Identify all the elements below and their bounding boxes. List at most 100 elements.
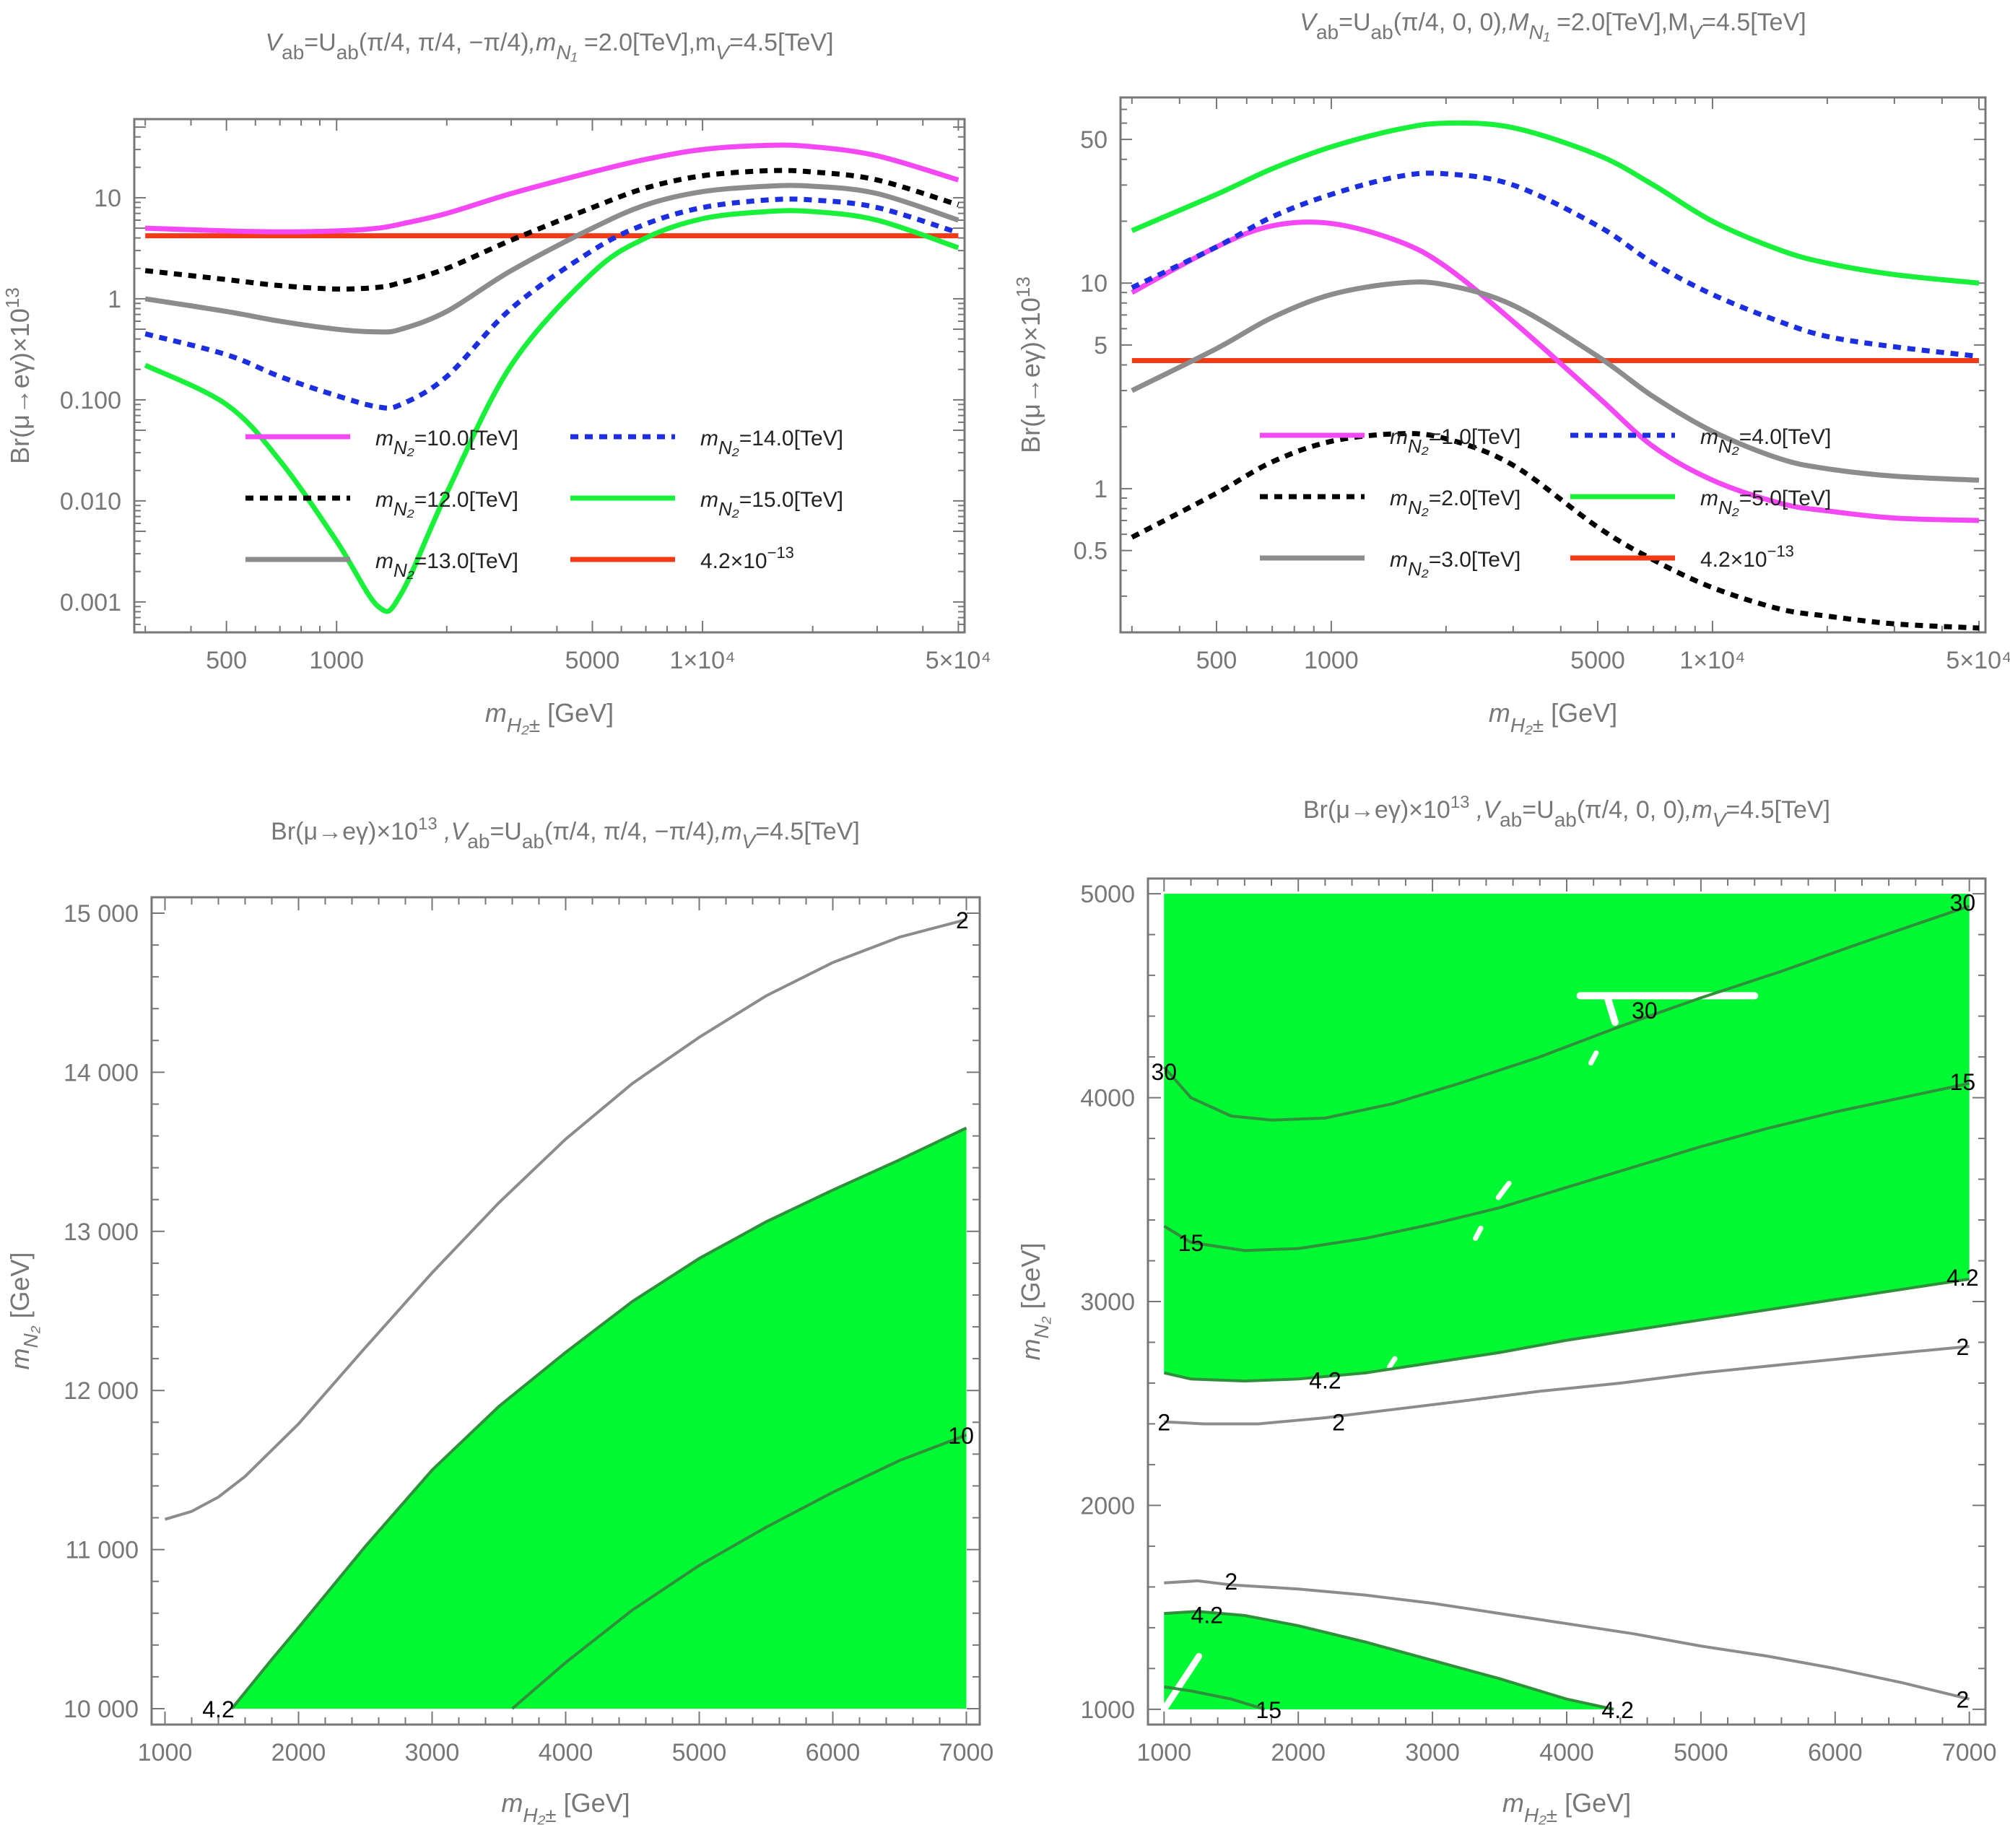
x-tick-label: 4000 bbox=[1539, 1739, 1594, 1766]
contour-line bbox=[1164, 1685, 1266, 1711]
x-tick-label: 1000 bbox=[138, 1739, 193, 1766]
contour-line bbox=[511, 1434, 967, 1710]
x-tick-label: 2000 bbox=[1271, 1739, 1326, 1766]
y-tick-label: 10 bbox=[94, 185, 121, 212]
contour-label: 4.2 bbox=[1191, 1602, 1223, 1628]
y-tick-label: 5000 bbox=[1080, 881, 1135, 908]
x-tick-label: 6000 bbox=[806, 1739, 861, 1766]
contour-line bbox=[164, 918, 967, 1521]
y-tick-label: 5 bbox=[1094, 332, 1108, 359]
chart-top-left: Vab=Uab(π/4, π/4, −π/4),mN₁ =2.0[TeV],mV… bbox=[1, 29, 991, 736]
series-line bbox=[144, 183, 960, 335]
legend-label: mN₂=12.0[TeV] bbox=[375, 488, 518, 520]
contour-label: 2 bbox=[1956, 1687, 1969, 1713]
contour-label: 2 bbox=[956, 907, 969, 933]
x-tick-label: 500 bbox=[206, 647, 247, 674]
chart-top-right: Vab=Uab(π/4, 0, 0),MN₁ =2.0[TeV],MV=4.5[… bbox=[1012, 9, 2010, 736]
plot-frame bbox=[133, 118, 966, 634]
x-tick-label: 7000 bbox=[1942, 1739, 1997, 1766]
x-tick-label: 5000 bbox=[672, 1739, 727, 1766]
contour-label: 30 bbox=[1152, 1059, 1178, 1085]
legend-label: mN₂=4.0[TeV] bbox=[1700, 425, 1831, 457]
legend-label: mN₂=10.0[TeV] bbox=[375, 427, 518, 458]
series-line bbox=[1131, 219, 1980, 523]
x-tick-label: 5000 bbox=[1570, 647, 1625, 674]
y-tick-label: 15 000 bbox=[64, 900, 139, 928]
legend-label: mN₂=13.0[TeV] bbox=[375, 549, 518, 581]
y-tick-label: 3000 bbox=[1080, 1289, 1135, 1316]
legend-label: mN₂=1.0[TeV] bbox=[1390, 425, 1520, 457]
x-tick-label: 7000 bbox=[939, 1739, 994, 1766]
contour-label: 2 bbox=[1956, 1334, 1969, 1360]
filled-region bbox=[232, 1128, 967, 1709]
contour-label: 15 bbox=[1178, 1230, 1204, 1256]
contour-label: 4.2 bbox=[1309, 1368, 1341, 1394]
series-line bbox=[145, 142, 960, 235]
x-tick-label: 5000 bbox=[565, 647, 620, 674]
y-axis-label: Br(μ→eγ)×1013 bbox=[1, 287, 35, 464]
legend: mN₂=1.0[TeV] mN₂=2.0[TeV] mN₂=3.0[TeV] mN₂=… bbox=[1260, 425, 1831, 580]
y-tick-label: 10 bbox=[1080, 270, 1108, 297]
legend-label: 4.2×10−13 bbox=[1700, 542, 1794, 572]
x-tick-label: 2000 bbox=[271, 1739, 326, 1766]
series-line bbox=[144, 167, 960, 292]
contour-line bbox=[230, 1126, 967, 1710]
x-axis-label: mH₂± [GeV] bbox=[1502, 1788, 1631, 1826]
contour-label: 30 bbox=[1632, 998, 1658, 1024]
contour-line bbox=[1164, 1579, 1970, 1701]
artifact-gap bbox=[1495, 1180, 1512, 1200]
contour-label: 4.2 bbox=[1946, 1265, 1978, 1291]
artifact-gap bbox=[1473, 1225, 1484, 1241]
artifact-gap bbox=[1387, 1356, 1398, 1369]
contour-line bbox=[1162, 905, 1970, 1122]
legend-label: mN₂=15.0[TeV] bbox=[700, 488, 843, 520]
series-line bbox=[1131, 279, 1980, 483]
y-axis-label: mN₂ [GeV] bbox=[1016, 1243, 1053, 1361]
x-tick-label: 5×10⁴ bbox=[926, 647, 991, 674]
artifact-gap bbox=[1603, 992, 1619, 1027]
series-line bbox=[144, 208, 960, 614]
chart-title: Vab=Uab(π/4, 0, 0),MN₁ =2.0[TeV],MV=4.5[… bbox=[1300, 9, 1806, 43]
chart-title: Br(μ→eγ)×1013 ,Vab=Uab(π/4, 0, 0),mV=4.5… bbox=[1303, 793, 1830, 831]
x-axis-label: mH₂± [GeV] bbox=[501, 1788, 630, 1826]
contour-label: 15 bbox=[1950, 1069, 1976, 1095]
y-tick-label: 1000 bbox=[1080, 1696, 1135, 1724]
contour-label: 4.2 bbox=[1601, 1697, 1633, 1723]
contour-line bbox=[1163, 1081, 1970, 1252]
x-tick-label: 3000 bbox=[405, 1739, 460, 1766]
x-tick-label: 5000 bbox=[1674, 1739, 1728, 1766]
y-axis-label: mN₂ [GeV] bbox=[5, 1252, 42, 1370]
filled-region-upper bbox=[1164, 894, 1970, 1382]
contour-line bbox=[1163, 1277, 1970, 1383]
x-tick-label: 1000 bbox=[1304, 647, 1359, 674]
contour-label: 2 bbox=[1224, 1569, 1237, 1595]
x-axis-label: mH₂± [GeV] bbox=[1489, 698, 1617, 736]
x-tick-label: 500 bbox=[1196, 647, 1237, 674]
legend-label: mN₂=3.0[TeV] bbox=[1390, 548, 1520, 580]
chart-title: Br(μ→eγ)×1013 ,Vab=Uab(π/4, π/4, −π/4),m… bbox=[271, 814, 860, 853]
contour-label: 2 bbox=[1157, 1410, 1170, 1436]
series-line bbox=[144, 196, 960, 411]
legend-label: mN₂=5.0[TeV] bbox=[1700, 487, 1831, 518]
y-tick-label: 13 000 bbox=[64, 1219, 139, 1246]
legend-label: 4.2×10−13 bbox=[700, 544, 794, 573]
x-tick-label: 3000 bbox=[1405, 1739, 1460, 1766]
legend: mN₂=10.0[TeV] mN₂=12.0[TeV] mN₂=13.0[TeV] m… bbox=[245, 427, 843, 581]
contour-label: 15 bbox=[1256, 1697, 1282, 1723]
y-tick-label: 1 bbox=[108, 286, 121, 313]
x-tick-label: 1000 bbox=[309, 647, 364, 674]
contour-line bbox=[1164, 1345, 1970, 1426]
x-tick-label: 1×10⁴ bbox=[1679, 647, 1745, 674]
x-tick-label: 1000 bbox=[1136, 1739, 1191, 1766]
y-tick-label: 0.5 bbox=[1074, 538, 1108, 565]
series-line bbox=[1131, 170, 1980, 359]
x-axis-label: mH₂± [GeV] bbox=[485, 698, 614, 736]
filled-region-lower bbox=[1164, 1611, 1614, 1709]
chart-bottom-left: Br(μ→eγ)×1013 ,Vab=Uab(π/4, π/4, −π/4),m… bbox=[5, 814, 993, 1826]
y-tick-label: 12 000 bbox=[64, 1377, 139, 1405]
y-tick-label: 1 bbox=[1094, 476, 1108, 503]
y-tick-label: 50 bbox=[1080, 126, 1108, 154]
y-tick-label: 11 000 bbox=[66, 1537, 139, 1564]
x-tick-label: 1×10⁴ bbox=[669, 647, 735, 674]
